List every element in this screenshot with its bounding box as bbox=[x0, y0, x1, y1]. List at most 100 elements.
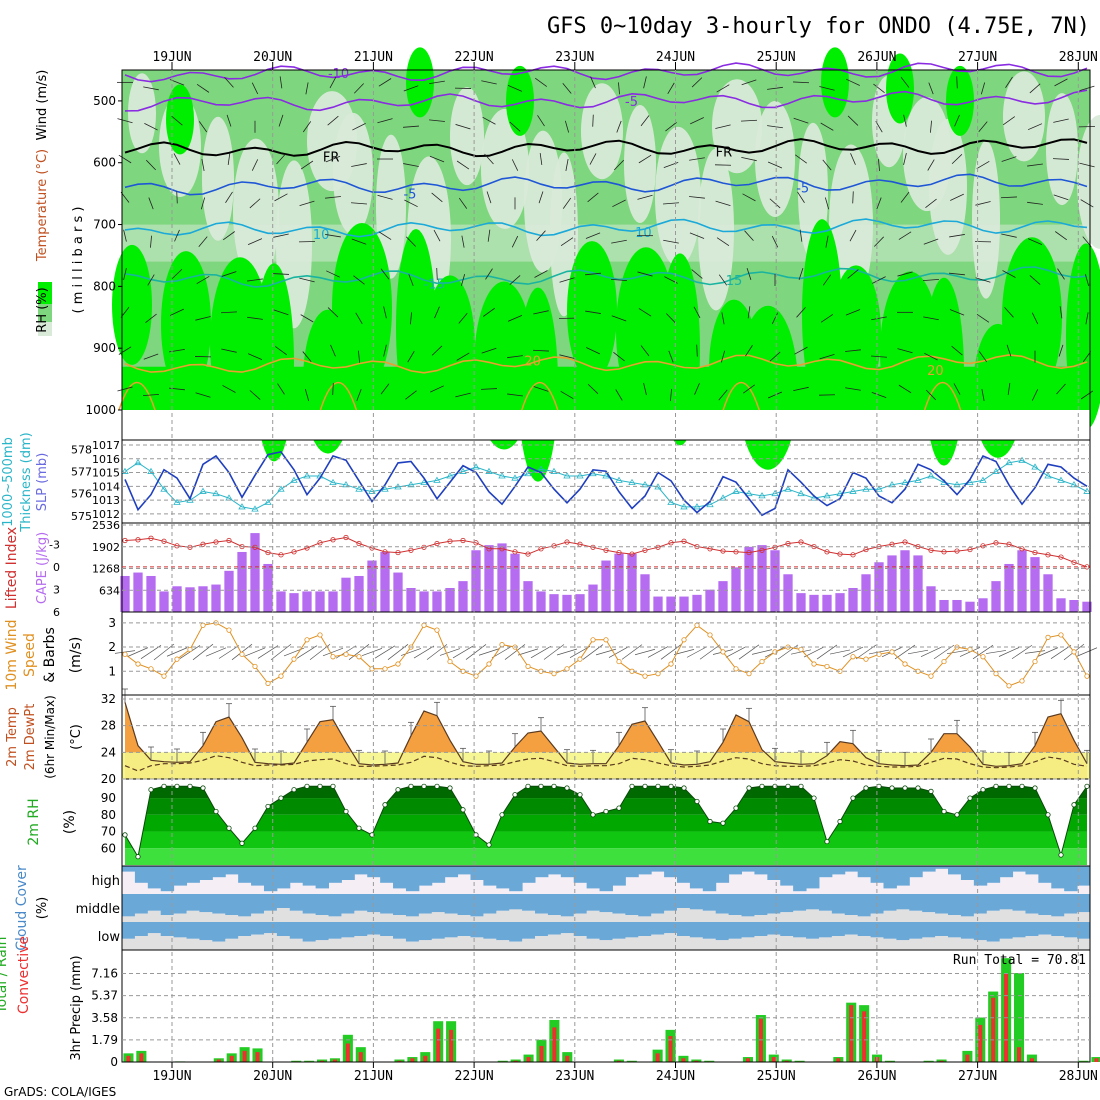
thickness-point bbox=[238, 503, 246, 510]
wind-barb bbox=[769, 351, 781, 362]
cloud-gap bbox=[806, 909, 820, 922]
wind-barb bbox=[715, 124, 731, 129]
wind-barb bbox=[117, 118, 133, 124]
wind-barb bbox=[743, 384, 755, 394]
rh2m-point bbox=[655, 783, 661, 789]
thickness-point bbox=[251, 505, 259, 512]
wind-barb bbox=[247, 278, 263, 282]
cloud-bar bbox=[431, 866, 446, 883]
cape-bar bbox=[536, 591, 546, 612]
rh2m-point bbox=[590, 812, 596, 818]
wind-barb bbox=[586, 347, 600, 355]
cloud-bar bbox=[238, 894, 252, 917]
isotherm-label: FR bbox=[716, 146, 733, 161]
wind-barb bbox=[533, 310, 549, 315]
cloud-gap bbox=[354, 936, 368, 950]
cloud-gap bbox=[857, 936, 872, 950]
isotherm-label: -5 bbox=[796, 181, 809, 196]
run-total-label: Run Total = 70.81 bbox=[953, 953, 1086, 968]
wind-barb bbox=[221, 348, 237, 353]
thickness-point bbox=[446, 472, 454, 479]
wind-barb bbox=[458, 312, 468, 324]
cape-bar bbox=[926, 586, 936, 612]
cloud-gap bbox=[922, 937, 936, 950]
cloud-bar bbox=[212, 922, 226, 942]
rh2m-point bbox=[1071, 802, 1077, 808]
cloud-bar bbox=[496, 894, 510, 911]
wind-speed-point bbox=[551, 671, 557, 677]
wind-axis-label: Wind (m/s) bbox=[35, 70, 50, 141]
rh2m-point bbox=[512, 792, 518, 798]
slp-tick-label: 1015 bbox=[92, 467, 120, 480]
cloud-bar bbox=[857, 894, 872, 917]
cloud-bar bbox=[122, 894, 136, 917]
cloud-gap bbox=[702, 938, 717, 950]
wind-barb bbox=[251, 159, 259, 171]
cloud-gap bbox=[212, 913, 226, 922]
cloud-bar bbox=[715, 894, 730, 914]
wind-speed-point bbox=[928, 673, 934, 679]
cloud-bar bbox=[754, 922, 768, 936]
surface-wind-barb bbox=[166, 647, 188, 657]
thickness-point bbox=[563, 472, 571, 479]
cloud-gap bbox=[431, 938, 446, 950]
temperature-axis-label: Temperature (°C) bbox=[35, 149, 50, 262]
rh2m-point bbox=[161, 783, 167, 789]
cloud-gap bbox=[251, 934, 265, 950]
rh2m-tick-label: 60 bbox=[101, 841, 116, 855]
cloud-bar bbox=[857, 866, 872, 878]
cloud-gap bbox=[612, 913, 626, 922]
wind-barb bbox=[875, 121, 883, 133]
cloud-bar bbox=[405, 866, 420, 892]
isotherm-label: -15 bbox=[424, 277, 445, 292]
temp-tick-label: 24 bbox=[101, 745, 116, 759]
cape-bar bbox=[198, 586, 208, 612]
wind-barb bbox=[1053, 118, 1069, 123]
wind-barb bbox=[559, 277, 575, 283]
cloud-bar bbox=[341, 922, 355, 938]
wind-barb bbox=[507, 314, 523, 322]
cape-bar bbox=[146, 575, 156, 612]
rh-moist-region bbox=[1002, 237, 1062, 398]
wind-barb bbox=[949, 234, 965, 238]
wind-barb bbox=[1007, 382, 1011, 396]
cape-bar bbox=[250, 533, 260, 612]
precip-conv-bar bbox=[449, 1029, 454, 1062]
lifted-index-point bbox=[655, 544, 661, 550]
cloud-gap bbox=[767, 913, 781, 922]
thickness-point bbox=[160, 485, 168, 492]
lifted-index-point bbox=[824, 549, 830, 555]
cape-tick-label: 1268 bbox=[92, 563, 120, 576]
surface-wind-barb bbox=[244, 647, 266, 657]
cloud-gap bbox=[715, 913, 730, 922]
temp-title-2: 2m DewPt bbox=[23, 704, 38, 771]
rh2m-point bbox=[343, 808, 349, 815]
wind-barb bbox=[408, 274, 414, 286]
cape-bar bbox=[315, 591, 325, 612]
wind-barb bbox=[538, 191, 544, 204]
rh2m-point bbox=[1084, 783, 1090, 789]
thickness-point bbox=[329, 478, 337, 486]
cloud-gap bbox=[289, 910, 304, 922]
surface-wind-barb bbox=[751, 649, 773, 655]
lifted-index-point bbox=[954, 548, 960, 554]
cloud-gap bbox=[960, 938, 975, 950]
slp-axis-label: SLP (mb) bbox=[35, 453, 50, 512]
cloud-row-label: low bbox=[98, 930, 121, 945]
cloud-bar bbox=[741, 894, 755, 917]
wind-barb bbox=[592, 114, 594, 127]
wind-barb bbox=[798, 268, 804, 280]
wind-barb bbox=[226, 114, 232, 127]
isotherm-label: 10 bbox=[313, 228, 330, 243]
rh2m-point bbox=[278, 795, 284, 801]
wind-barb bbox=[456, 352, 470, 361]
wind-speed-point bbox=[122, 651, 128, 657]
isotherm-line bbox=[124, 62, 1088, 83]
wind-barb bbox=[300, 314, 314, 323]
cloud-gap bbox=[496, 940, 510, 950]
wind-barb bbox=[767, 391, 783, 399]
cape-bar bbox=[757, 545, 767, 612]
cloud-bar bbox=[134, 866, 149, 883]
wind-barb bbox=[1001, 156, 1017, 162]
cloud-gap bbox=[483, 913, 497, 922]
